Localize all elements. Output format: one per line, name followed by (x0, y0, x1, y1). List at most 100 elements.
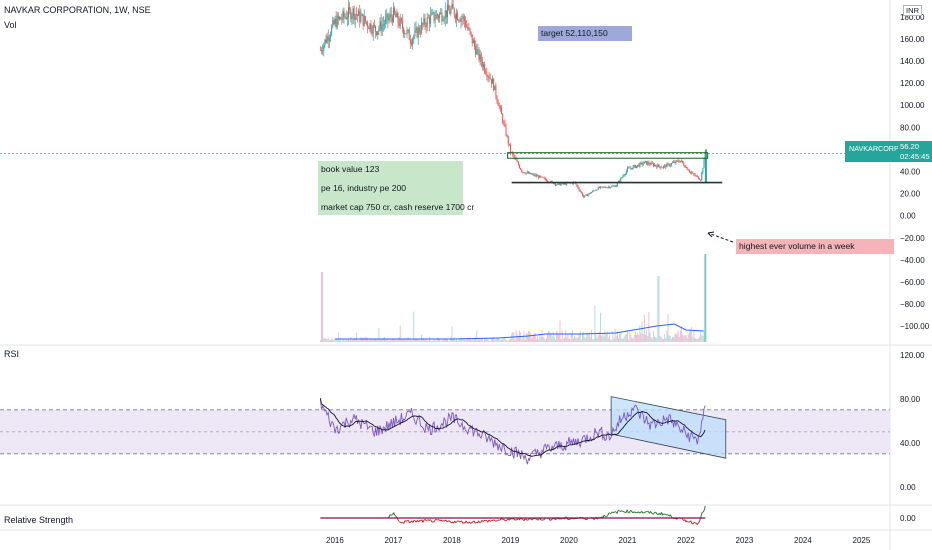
candle-body (336, 15, 338, 28)
candle-body (562, 183, 564, 184)
volume-bar (499, 340, 501, 342)
candle-body (681, 160, 682, 162)
candle-body (610, 187, 612, 188)
volume-bar (372, 339, 374, 342)
candle-body (687, 169, 689, 171)
candle-body (334, 18, 336, 24)
candle-body (577, 185, 579, 189)
volume-bar (325, 338, 327, 342)
volume-bar (549, 331, 551, 342)
candle-body (357, 15, 358, 16)
candle-body (660, 167, 662, 169)
volume-bar (553, 336, 555, 342)
candle-body (600, 186, 601, 188)
volume-bar (526, 333, 528, 342)
volume-bar (703, 330, 705, 342)
candle-body (539, 175, 541, 178)
candle-body (655, 164, 657, 166)
rs-line-segment (661, 512, 664, 516)
candle-body (468, 28, 470, 30)
candle-body (666, 163, 668, 168)
volume-bar (646, 330, 648, 342)
volume-bar (658, 276, 660, 342)
candle-body (380, 21, 382, 31)
candle-body (691, 172, 693, 174)
candle-body (333, 20, 335, 24)
rs-line-segment (449, 521, 452, 524)
candle-body (505, 126, 507, 136)
candle-body (445, 10, 447, 18)
candle-body (363, 16, 365, 26)
volume-bar (573, 338, 574, 342)
candle-body (452, 3, 454, 9)
price-tick-label: 180.00 (900, 13, 925, 22)
volume-bar (373, 339, 375, 342)
candle-body (381, 24, 383, 31)
candle-body (696, 175, 698, 177)
volume-bar (647, 335, 649, 342)
rs-line-segment (501, 518, 503, 520)
volume-bar (441, 340, 443, 342)
rs-line-segment (690, 520, 693, 524)
volume-bar (535, 338, 537, 342)
volume-bar (462, 338, 464, 342)
volume-bar (629, 332, 631, 342)
volume-bar (348, 339, 349, 342)
volume-bar (427, 340, 429, 342)
candle-body (465, 21, 466, 27)
candle-body (349, 7, 351, 10)
volume-bar (345, 339, 347, 342)
rs-line-segment (445, 519, 448, 522)
candle-body (430, 14, 432, 24)
candle-body (555, 183, 556, 186)
rs-line-segment (451, 521, 453, 524)
volume-bar (611, 339, 613, 342)
candle-body (647, 162, 649, 165)
volume-bar (655, 337, 657, 342)
volume-bar (506, 340, 508, 342)
volume-bar (479, 339, 481, 342)
rs-line-segment (476, 521, 478, 524)
time-tick-label: 2025 (853, 536, 871, 545)
volume-bar (693, 330, 695, 342)
volume-bar (515, 330, 517, 342)
candle-body (502, 114, 504, 123)
candle-body (435, 14, 437, 19)
volume-bar (456, 339, 457, 342)
volume-bar (565, 330, 567, 342)
candle-body (627, 167, 628, 171)
candle-body (649, 164, 651, 165)
candle-body (379, 21, 381, 29)
last-price-badge[interactable]: 56.20 02:45:45 (898, 141, 932, 162)
candle-body (654, 164, 655, 167)
candle-body (343, 11, 345, 17)
candle-body (634, 165, 636, 168)
rs-line-segment (467, 522, 469, 524)
candle-body (493, 78, 495, 91)
volume-bar (640, 333, 642, 342)
volume-bar (666, 330, 668, 342)
volume-spike-bar (704, 254, 707, 342)
rs-line-segment (609, 512, 612, 515)
candle-body (606, 187, 608, 188)
volume-bar (637, 332, 639, 342)
candle-body (477, 49, 479, 50)
candle-body (403, 28, 405, 35)
volume-bar (631, 337, 633, 342)
price-badge[interactable]: NAVKARCORP (845, 141, 899, 162)
volume-bar (684, 334, 686, 342)
volume-bar (351, 340, 353, 342)
volume-bar (432, 340, 434, 342)
rsi-tick-label: 40.00 (900, 439, 921, 448)
rs-line-segment (424, 519, 427, 521)
volume-bar (575, 337, 577, 342)
candle-body (657, 164, 659, 168)
candle-body (693, 173, 695, 175)
volume-bar (604, 330, 606, 342)
candle-body (614, 185, 616, 187)
candle-body (373, 24, 375, 26)
volume-bar (319, 340, 321, 342)
rs-line-segment (698, 519, 701, 523)
candle-body (463, 16, 465, 22)
candle-body (370, 23, 372, 32)
